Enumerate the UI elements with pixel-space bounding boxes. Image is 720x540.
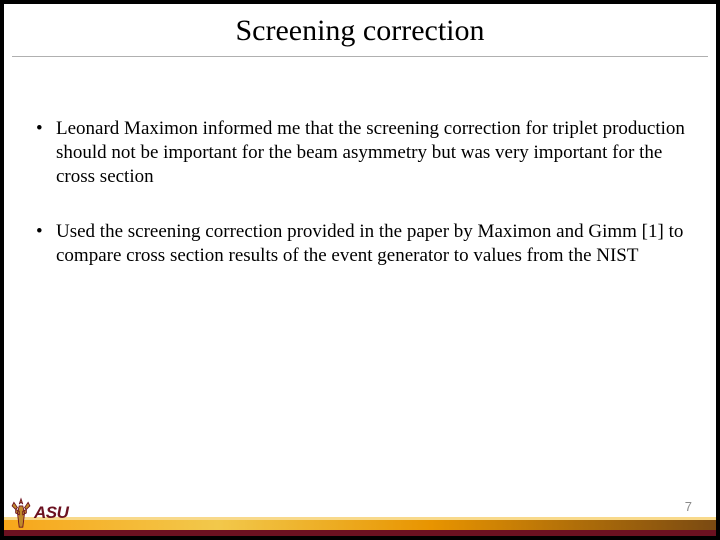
slide: Screening correction Leonard Maximon inf… bbox=[4, 4, 716, 536]
slide-title: Screening correction bbox=[12, 4, 708, 57]
bullet-list: Leonard Maximon informed me that the scr… bbox=[34, 117, 686, 268]
footer-band-dark bbox=[4, 530, 716, 536]
content-area: Leonard Maximon informed me that the scr… bbox=[4, 57, 716, 490]
page-number: 7 bbox=[685, 499, 692, 514]
bullet-item: Used the screening correction provided i… bbox=[34, 220, 686, 268]
footer: ASU 7 bbox=[4, 492, 716, 536]
footer-band-gold bbox=[4, 520, 716, 530]
logo-text: ASU bbox=[34, 503, 68, 523]
trident-icon bbox=[10, 497, 32, 529]
bullet-item: Leonard Maximon informed me that the scr… bbox=[34, 117, 686, 188]
asu-logo: ASU bbox=[10, 496, 82, 530]
